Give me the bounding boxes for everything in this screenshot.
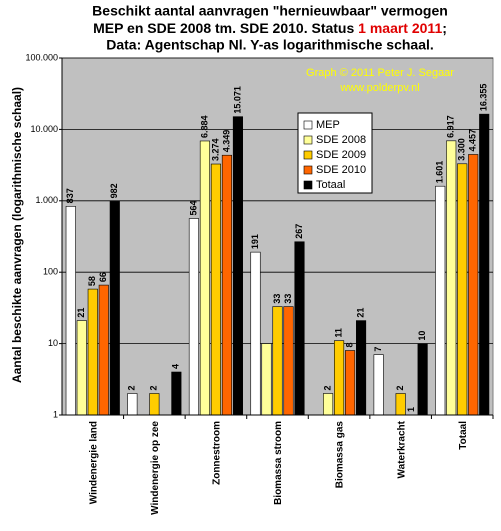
x-tick-label: Biomassa gas — [335, 421, 346, 489]
value-label: 4.349 — [221, 130, 231, 153]
bar — [395, 393, 406, 416]
x-tick-label: Totaal — [458, 421, 469, 450]
value-label: 6.917 — [446, 115, 456, 138]
x-tick-label: Zonnestroom — [212, 421, 223, 485]
y-tick-label: 100 — [43, 267, 58, 277]
bar — [109, 201, 120, 416]
value-label: 8 — [344, 343, 354, 348]
x-tick-label: Biomassa stroom — [273, 421, 284, 505]
y-tick-label: 10 — [48, 338, 58, 348]
y-tick-label: 1.000 — [35, 195, 58, 205]
value-label: 837 — [65, 188, 75, 203]
bar — [294, 241, 305, 416]
bar — [221, 154, 232, 416]
legend-label: SDE 2009 — [316, 149, 366, 161]
value-label: 3.274 — [210, 138, 220, 161]
bar — [188, 218, 199, 416]
legend-label: MEP — [316, 119, 340, 131]
legend-label: Totaal — [316, 179, 345, 191]
value-label: 21 — [355, 308, 365, 318]
bar — [171, 371, 182, 416]
value-label: 10 — [417, 331, 427, 341]
legend-swatch — [303, 165, 313, 175]
bar — [479, 113, 490, 416]
bar — [210, 163, 221, 416]
bar — [149, 393, 160, 416]
value-label: 7 — [373, 347, 383, 352]
legend-label: SDE 2008 — [316, 134, 366, 146]
bar — [283, 306, 294, 416]
value-label: 4 — [171, 364, 181, 369]
value-label: 2 — [322, 385, 332, 390]
title-date: 1 maart 2011 — [358, 20, 442, 36]
value-label: 11 — [333, 328, 343, 338]
chart-title: Data: Agentschap Nl. Y-as logarithmische… — [106, 37, 434, 53]
value-label: 33 — [283, 294, 293, 304]
bar — [127, 393, 138, 416]
value-label: 6.884 — [199, 115, 209, 138]
value-label: 33 — [272, 294, 282, 304]
value-label: 15.071 — [232, 86, 242, 114]
value-label: 58 — [87, 276, 97, 286]
chart-title: Beschikt aantal aanvragen "hernieuwbaar"… — [92, 3, 448, 19]
bar — [435, 185, 446, 416]
x-tick-label: Windenergie land — [88, 421, 99, 504]
value-label: 191 — [250, 234, 260, 249]
y-tick-label: 100.000 — [25, 52, 58, 62]
x-tick-label: Waterkracht — [396, 420, 407, 478]
value-label: 982 — [109, 183, 119, 198]
chart-title: MEP en SDE 2008 tm. SDE 2010. Status 1 m… — [93, 20, 447, 36]
legend-swatch — [303, 150, 313, 160]
bar — [457, 163, 468, 416]
bar — [323, 393, 334, 416]
bar — [65, 206, 76, 416]
value-label: 2 — [149, 385, 159, 390]
value-label: 21 — [76, 308, 86, 318]
value-label: 2 — [127, 385, 137, 390]
value-label: 3.300 — [457, 138, 467, 161]
bar — [446, 140, 457, 416]
title-part: ; — [442, 20, 447, 36]
value-label: 1.601 — [435, 161, 445, 184]
value-label: 1 — [406, 407, 416, 412]
value-label: 66 — [98, 272, 108, 282]
y-tick-label: 1 — [53, 409, 58, 419]
bar — [250, 251, 261, 416]
bar — [468, 154, 479, 416]
watermark: Graph © 2011 Peter J. Segaar — [306, 67, 454, 79]
legend-swatch — [303, 180, 313, 190]
bar — [199, 140, 210, 416]
bar — [261, 343, 272, 416]
bar — [87, 288, 98, 416]
bar — [373, 354, 384, 416]
y-axis-label: Aantal beschikte aanvragen (logarithmisc… — [10, 87, 24, 383]
value-label: 564 — [188, 201, 198, 216]
legend-swatch — [303, 120, 313, 130]
x-tick-label: Windenergie op zee — [150, 421, 161, 515]
value-label: 2 — [395, 385, 405, 390]
value-label: 267 — [294, 224, 304, 239]
title-part: MEP en SDE 2008 tm. SDE 2010. Status — [93, 20, 354, 36]
bar — [272, 306, 283, 416]
legend-label: SDE 2010 — [316, 164, 366, 176]
bar — [417, 343, 428, 416]
bar — [98, 284, 109, 416]
legend: MEP SDE 2008 SDE 2009 SDE 2010 Totaal — [297, 112, 373, 194]
bar — [76, 320, 87, 416]
watermark: www.polderpv.nl — [339, 82, 419, 94]
y-tick-label: 10.000 — [30, 124, 58, 134]
value-label: 16.355 — [479, 84, 489, 112]
bar — [232, 116, 243, 416]
bar — [334, 340, 345, 416]
value-label: 4.457 — [468, 129, 478, 152]
bar — [345, 350, 356, 416]
bar — [356, 320, 367, 416]
legend-swatch — [303, 135, 313, 145]
